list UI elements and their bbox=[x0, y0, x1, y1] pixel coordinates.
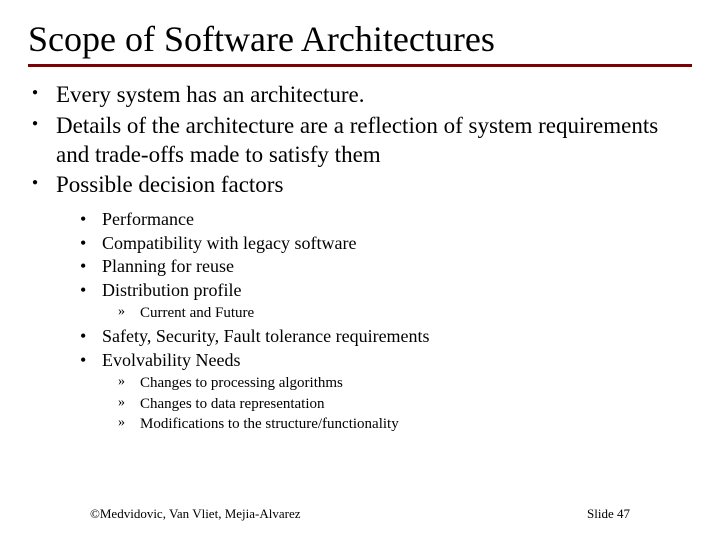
sub-4: Distribution profile Current and Future bbox=[102, 279, 692, 324]
sub-6-children: Changes to processing algorithms Changes… bbox=[102, 373, 692, 434]
footer-credits: ©Medvidovic, Van Vliet, Mejia-Alvarez bbox=[90, 506, 300, 522]
bullet-1: Every system has an architecture. bbox=[56, 81, 692, 110]
bullet-3: Possible decision factors Performance Co… bbox=[56, 171, 692, 434]
sub-4a: Current and Future bbox=[140, 303, 692, 323]
slide-title: Scope of Software Architectures bbox=[28, 18, 692, 67]
sub-6a: Changes to processing algorithms bbox=[140, 373, 692, 393]
sub-bullets: Performance Compatibility with legacy so… bbox=[56, 208, 692, 434]
main-bullets: Every system has an architecture. Detail… bbox=[28, 81, 692, 434]
sub-6b: Changes to data representation bbox=[140, 394, 692, 414]
footer: ©Medvidovic, Van Vliet, Mejia-Alvarez Sl… bbox=[0, 506, 720, 522]
sub-6: Evolvability Needs Changes to processing… bbox=[102, 349, 692, 434]
bullet-3-text: Possible decision factors bbox=[56, 172, 283, 197]
sub-2: Compatibility with legacy software bbox=[102, 232, 692, 255]
sub-4-text: Distribution profile bbox=[102, 280, 241, 300]
sub-5: Safety, Security, Fault tolerance requir… bbox=[102, 325, 692, 348]
sub-3: Planning for reuse bbox=[102, 255, 692, 278]
sub-6c: Modifications to the structure/functiona… bbox=[140, 414, 692, 434]
sub-6-text: Evolvability Needs bbox=[102, 350, 240, 370]
slide-number: Slide 47 bbox=[587, 506, 630, 522]
sub-1: Performance bbox=[102, 208, 692, 231]
bullet-2: Details of the architecture are a reflec… bbox=[56, 112, 692, 170]
sub-4-children: Current and Future bbox=[102, 303, 692, 323]
